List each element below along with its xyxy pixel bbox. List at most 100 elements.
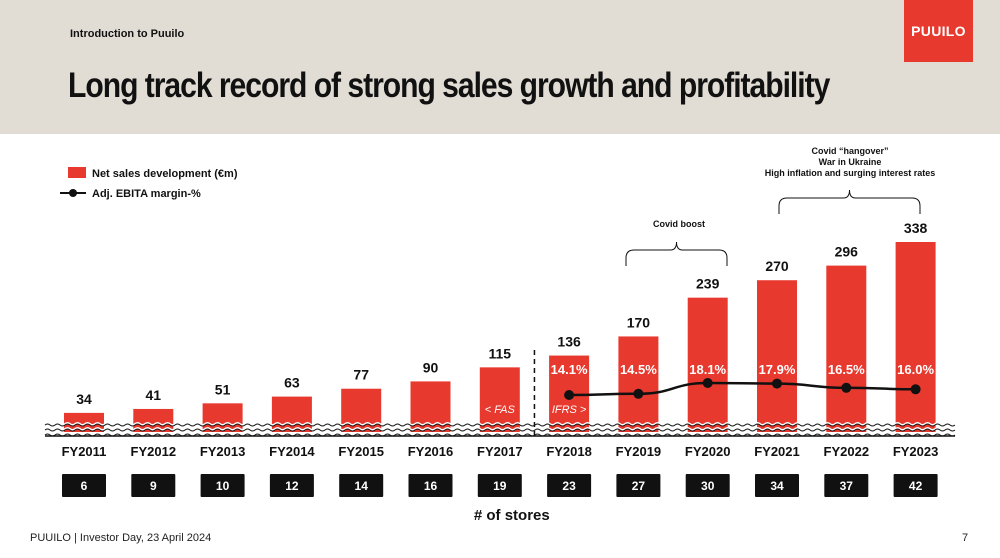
store-count-label: 42 — [909, 479, 923, 493]
x-tick-label: FY2017 — [477, 444, 523, 459]
x-tick-label: FY2013 — [200, 444, 246, 459]
store-count-label: 30 — [701, 479, 715, 493]
ebita-value-label: 16.5% — [828, 362, 865, 377]
store-count-label: 23 — [562, 479, 576, 493]
store-box — [547, 474, 592, 497]
bar-value-label: 296 — [835, 244, 859, 260]
ebita-margin-line — [569, 381, 916, 397]
bar-value-label: 77 — [353, 367, 369, 383]
store-box — [200, 474, 245, 497]
bar-value-label: 34 — [76, 391, 92, 407]
bar-FY2017 — [479, 367, 520, 432]
store-box — [269, 474, 314, 497]
bar-value-label: 90 — [423, 359, 439, 375]
bar-FY2011 — [64, 412, 104, 432]
x-tick-label: FY2022 — [824, 444, 870, 459]
ifrs-label: IFRS > — [552, 404, 587, 416]
bar-FY2023 — [895, 242, 936, 432]
store-count-label: 34 — [770, 479, 784, 493]
bar-value-label: 136 — [557, 334, 581, 350]
x-tick-label: FY2016 — [408, 444, 454, 459]
bar-FY2021 — [757, 280, 797, 432]
store-count-label: 12 — [285, 479, 299, 493]
bar-value-label: 170 — [627, 314, 651, 330]
page-title: Long track record of strong sales growth… — [68, 66, 830, 105]
ebita-point-FY2023 — [910, 384, 921, 395]
store-box — [62, 474, 106, 497]
legend-bar-swatch — [68, 167, 86, 178]
axis-break-line — [44, 423, 956, 427]
store-count-label: 9 — [150, 479, 157, 493]
bar-value-label: 63 — [284, 375, 300, 391]
x-tick-label: FY2020 — [685, 444, 731, 459]
store-box — [616, 474, 661, 497]
store-box — [408, 474, 453, 497]
legend-bar-label: Net sales development (€m) — [92, 168, 238, 180]
bar-value-label: 239 — [696, 276, 720, 292]
ebita-value-label: 18.1% — [689, 362, 726, 377]
footer-text: PUUILO | Investor Day, 23 April 2024 — [30, 532, 212, 544]
page-number: 7 — [962, 532, 969, 544]
ebita-point-FY2021 — [772, 378, 782, 389]
legend-line-marker — [69, 189, 77, 197]
store-count-label: 16 — [424, 479, 438, 493]
bar-FY2019 — [618, 336, 659, 432]
hangover-line-1: Covid “hangover” — [811, 146, 889, 156]
bar-value-label: 270 — [765, 258, 789, 274]
bar-value-label: 41 — [146, 387, 162, 403]
axis-break-wave — [44, 427, 956, 431]
store-count-label: 19 — [493, 479, 507, 493]
store-box — [755, 474, 799, 497]
bar-FY2020 — [687, 297, 728, 432]
bar-FY2013 — [202, 403, 243, 432]
x-tick-label: FY2021 — [754, 444, 800, 459]
store-count-label: 27 — [632, 479, 646, 493]
x-tick-label: FY2014 — [269, 444, 315, 459]
axis-break-wave — [44, 422, 956, 426]
store-box — [477, 474, 522, 497]
bar-value-label: 115 — [489, 345, 512, 361]
x-tick-label: FY2023 — [893, 444, 939, 459]
bar-FY2022 — [826, 265, 867, 432]
ebita-point-FY2022 — [841, 382, 852, 393]
axis-break-line — [44, 428, 956, 432]
puuilo-logo: PUUILO — [904, 0, 973, 62]
store-box — [339, 474, 384, 497]
x-tick-label: FY2012 — [131, 444, 177, 459]
store-count-label: 6 — [81, 479, 88, 493]
store-box — [131, 474, 176, 497]
ebita-value-label: 14.1% — [551, 362, 588, 377]
bar-FY2014 — [271, 396, 312, 432]
ebita-point-FY2020 — [702, 378, 713, 388]
bar-value-label: 51 — [215, 381, 231, 397]
ebita-value-label: 17.9% — [759, 362, 796, 377]
store-box — [893, 474, 938, 497]
hangover-line-2: War in Ukraine — [818, 157, 882, 167]
x-tick-label: FY2018 — [546, 444, 592, 459]
covid-boost-brace — [625, 241, 728, 266]
x-tick-label: FY2011 — [62, 444, 107, 459]
section-label: Introduction to Puuilo — [70, 28, 185, 40]
x-tick-label: FY2015 — [338, 444, 384, 459]
stores-axis-label: # of stores — [474, 507, 550, 524]
hangover-brace — [778, 189, 921, 214]
ebita-value-label: 14.5% — [620, 362, 657, 377]
ebita-point-FY2018 — [564, 390, 575, 400]
hangover-annotation: Covid “hangover” War in Ukraine High inf… — [745, 146, 955, 179]
store-count-label: 37 — [840, 479, 854, 493]
hangover-line-3: High inflation and surging interest rate… — [764, 168, 936, 178]
header-band: Introduction to Puuilo Long track record… — [0, 0, 1000, 134]
legend-line-label: Adj. EBITA margin-% — [92, 188, 201, 200]
ebita-value-label: 16.0% — [897, 362, 934, 377]
store-count-label: 10 — [216, 479, 230, 493]
fas-label: < FAS — [485, 404, 516, 416]
covid-boost-label: Covid boost — [653, 219, 705, 229]
axis-break-wave — [44, 432, 956, 436]
bar-value-label: 338 — [904, 220, 928, 236]
x-tick-label: FY2019 — [616, 444, 662, 459]
store-count-label: 14 — [355, 479, 369, 493]
store-box — [685, 474, 730, 497]
ebita-point-FY2019 — [633, 388, 644, 399]
store-box — [824, 474, 869, 497]
